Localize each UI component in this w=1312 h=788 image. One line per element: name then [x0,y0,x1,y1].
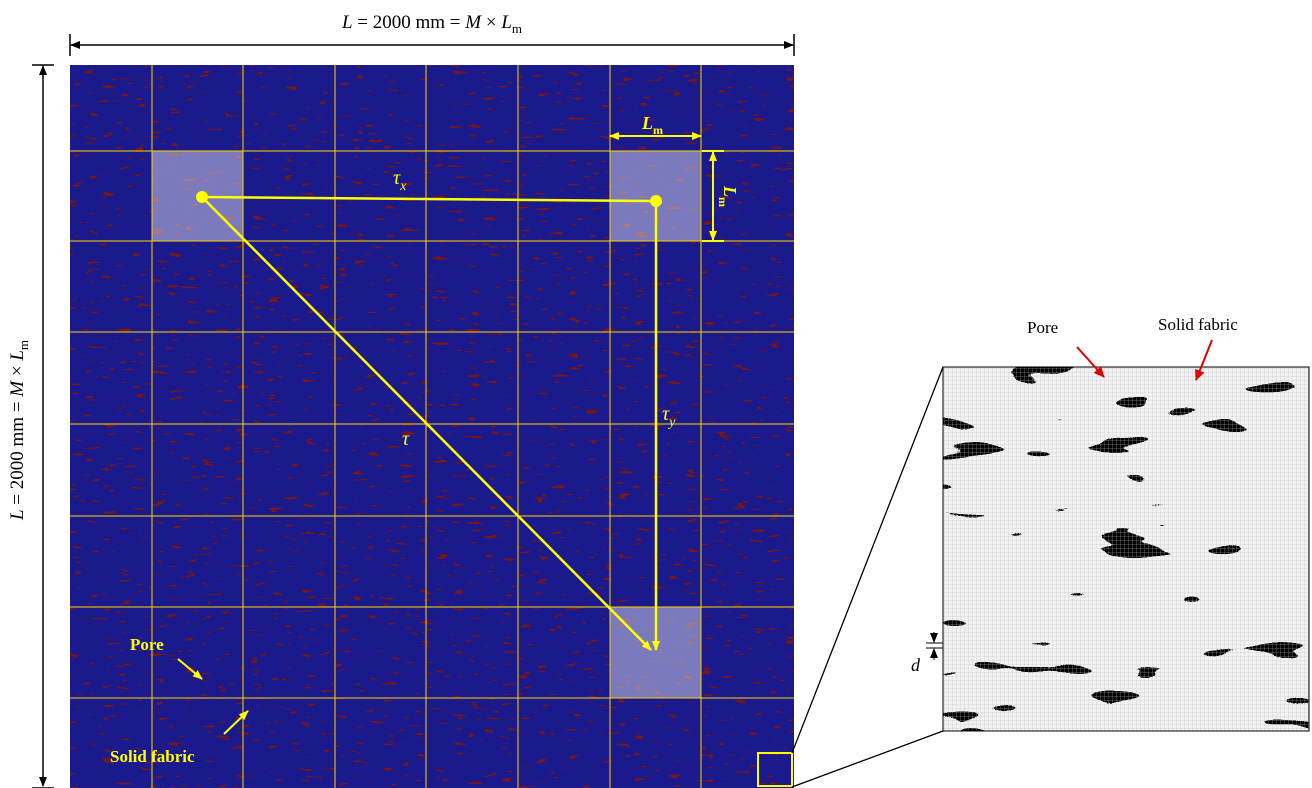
tau-x-label: τx [393,167,407,194]
pore-label-zoom: Pore [1027,318,1058,337]
zoom-connector-bottom [791,730,944,788]
d-label: d [911,655,921,675]
zoomed-region [942,366,1310,732]
start-point [196,191,208,203]
solid-arrow-zoom [1195,339,1213,381]
cell-height-label: Lm [716,185,740,207]
top-dimension: L = 2000 mm = M × Lm [69,12,795,56]
cell-width-dimension: Lm [609,113,702,140]
left-dimension-label: L = 2000 mm = M × Lm [7,340,31,521]
tau-connections [201,195,660,651]
end-point-x [650,195,662,207]
cell-grid [70,65,794,788]
top-dimension-label: L = 2000 mm = M × Lm [341,12,522,36]
pore-arrow-zoom [1076,346,1105,378]
tau-label: τ [402,428,410,450]
pore-label-main: Pore [130,635,164,654]
solid-arrow-main [223,710,249,735]
tau-y-label: τy [662,403,676,430]
left-dimension: L = 2000 mm = M × Lm [7,64,54,788]
solid-label-zoom: Solid fabric [1158,315,1238,334]
pore-arrow-main [177,658,203,680]
porous-domain [70,65,794,788]
zoom-marker [757,752,793,787]
zoom-connector-top [791,366,944,754]
cell-width-label: Lm [641,113,663,137]
zoom-fine-grid [943,367,1309,731]
zoom-frame [942,366,1310,732]
cell-size-dimension: d [911,632,943,675]
solid-label-main: Solid fabric [110,747,195,766]
solid-fabric-texture [70,65,794,788]
tau-x-line [201,195,657,203]
tau-line [201,196,652,651]
cell-height-dimension: Lm [702,150,740,242]
